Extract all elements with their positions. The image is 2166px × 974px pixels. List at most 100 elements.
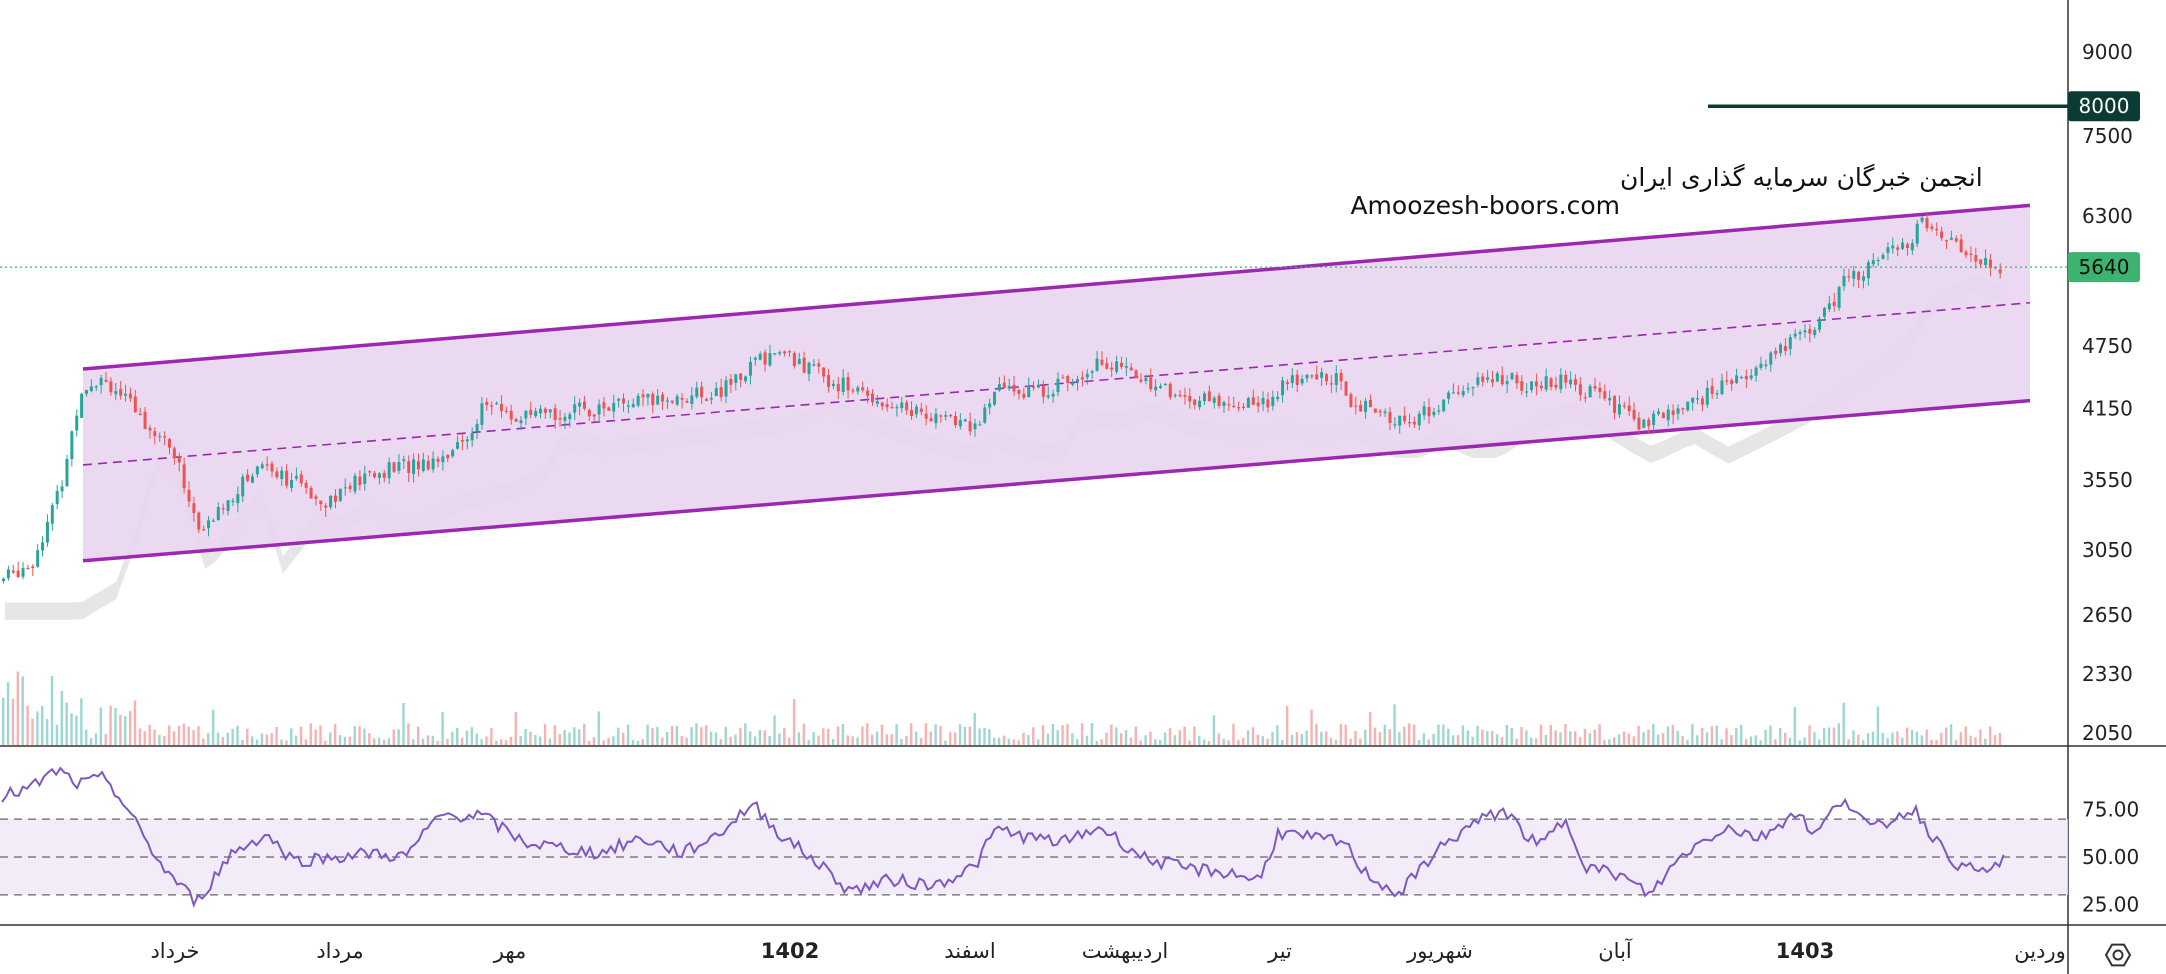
- rsi-axis[interactable]: 75.00 50.00 25.00: [2082, 798, 2139, 917]
- volume-bar: [1310, 709, 1313, 745]
- candle-body: [1495, 373, 1499, 382]
- candle-body: [382, 472, 386, 478]
- volume-bar: [958, 724, 962, 745]
- volume-bar: [50, 676, 54, 745]
- candle-body: [60, 486, 64, 492]
- candle-body: [1344, 381, 1348, 396]
- candle-body: [1334, 373, 1338, 385]
- channel-upper-line: [82, 203, 2031, 371]
- candle-body: [1754, 367, 1758, 376]
- volume-bar: [1417, 739, 1421, 745]
- candle-body: [993, 391, 997, 405]
- settings-gear-icon[interactable]: [2104, 943, 2132, 967]
- candle-body: [905, 402, 909, 411]
- candle-body: [1998, 269, 2002, 274]
- target-level[interactable]: 8000: [1708, 91, 2140, 122]
- last-price-level[interactable]: 5640: [0, 252, 2140, 283]
- volume-bar: [1700, 727, 1704, 745]
- volume-bar: [1500, 737, 1504, 745]
- rsi-tick-label: 75.00: [2082, 798, 2139, 822]
- volume-bar: [1749, 736, 1753, 745]
- candle-body: [1647, 419, 1651, 427]
- volume-bar: [817, 735, 820, 745]
- candle-body: [1305, 374, 1309, 379]
- candle-body: [1393, 424, 1397, 426]
- volume-bar: [1696, 735, 1699, 745]
- candle-body: [1500, 375, 1504, 385]
- candle-body: [1315, 374, 1319, 380]
- candle-body: [1403, 415, 1407, 422]
- volume-bar: [397, 729, 400, 745]
- volume-bar: [260, 733, 264, 745]
- candle-body: [626, 405, 630, 407]
- volume-bar: [290, 728, 293, 745]
- candle-body: [2, 578, 5, 582]
- candle-body: [226, 500, 230, 511]
- candle-body: [753, 357, 757, 360]
- candle-body: [1749, 375, 1753, 379]
- volume-bar: [1510, 728, 1513, 745]
- volume-bar: [1495, 734, 1499, 745]
- volume-bar: [1466, 730, 1469, 745]
- volume-bar: [221, 737, 225, 745]
- candle-body: [719, 387, 723, 398]
- volume-bar: [1901, 737, 1904, 745]
- volume-bar: [94, 733, 98, 745]
- candle-body: [26, 567, 30, 570]
- candle-body: [1632, 409, 1636, 420]
- volume-bar: [11, 698, 15, 745]
- volume-bar: [685, 737, 688, 745]
- volume-bar: [1818, 739, 1821, 745]
- volume-bar: [148, 724, 151, 745]
- volume-bar: [1979, 729, 1982, 745]
- time-tick-label: مرداد: [316, 939, 363, 963]
- candles-layer[interactable]: [2, 213, 2002, 584]
- candle-body: [1349, 394, 1353, 407]
- volume-bar: [695, 723, 698, 745]
- candle-body: [773, 353, 777, 355]
- volume-bar: [651, 728, 654, 745]
- volume-bar: [1764, 729, 1767, 745]
- volume-bar: [1930, 739, 1933, 745]
- volume-bar: [856, 737, 859, 745]
- candle-body: [1656, 411, 1660, 414]
- volume-bar: [1935, 739, 1938, 745]
- price-channel[interactable]: [82, 203, 2031, 563]
- volume-bar: [41, 705, 44, 745]
- candle-body: [1456, 392, 1460, 394]
- volume-bar: [1661, 733, 1665, 745]
- time-tick-label: اسفند: [944, 939, 995, 963]
- candle-body: [470, 433, 474, 441]
- candle-body: [1115, 361, 1119, 372]
- candle-body: [665, 400, 669, 402]
- volume-bar: [1847, 739, 1850, 745]
- candle-body: [431, 458, 435, 470]
- price-axis[interactable]: 9000 7500 6300 4750 4150 3550 3050 2650 2330 2050: [2082, 40, 2133, 745]
- volume-bar: [905, 735, 908, 745]
- candle-body: [89, 386, 93, 392]
- volume-bar: [451, 731, 454, 745]
- volume-bar: [1334, 739, 1338, 745]
- candle-body: [456, 442, 460, 449]
- candle-body: [553, 408, 557, 421]
- candle-body: [792, 353, 796, 367]
- volume-bar: [851, 736, 854, 745]
- volume-bar: [631, 739, 635, 745]
- rsi-pane[interactable]: [0, 766, 2068, 909]
- candle-body: [343, 487, 347, 489]
- volume-bar: [377, 737, 381, 745]
- volume-bar: [670, 726, 674, 745]
- volume-bar: [1002, 735, 1006, 745]
- volume-bar: [675, 725, 679, 745]
- candle-body: [1959, 239, 1963, 253]
- time-axis[interactable]: خرداد مرداد مهر 1402 اسفند اردیبهشت تیر شهریور آ…: [150, 938, 2065, 963]
- candle-body: [246, 474, 250, 481]
- candle-body: [573, 404, 577, 413]
- candle-body: [1159, 386, 1163, 388]
- candle-body: [1798, 332, 1802, 335]
- candle-body: [280, 470, 284, 479]
- candle-body: [1237, 407, 1241, 409]
- candle-body: [1622, 405, 1626, 407]
